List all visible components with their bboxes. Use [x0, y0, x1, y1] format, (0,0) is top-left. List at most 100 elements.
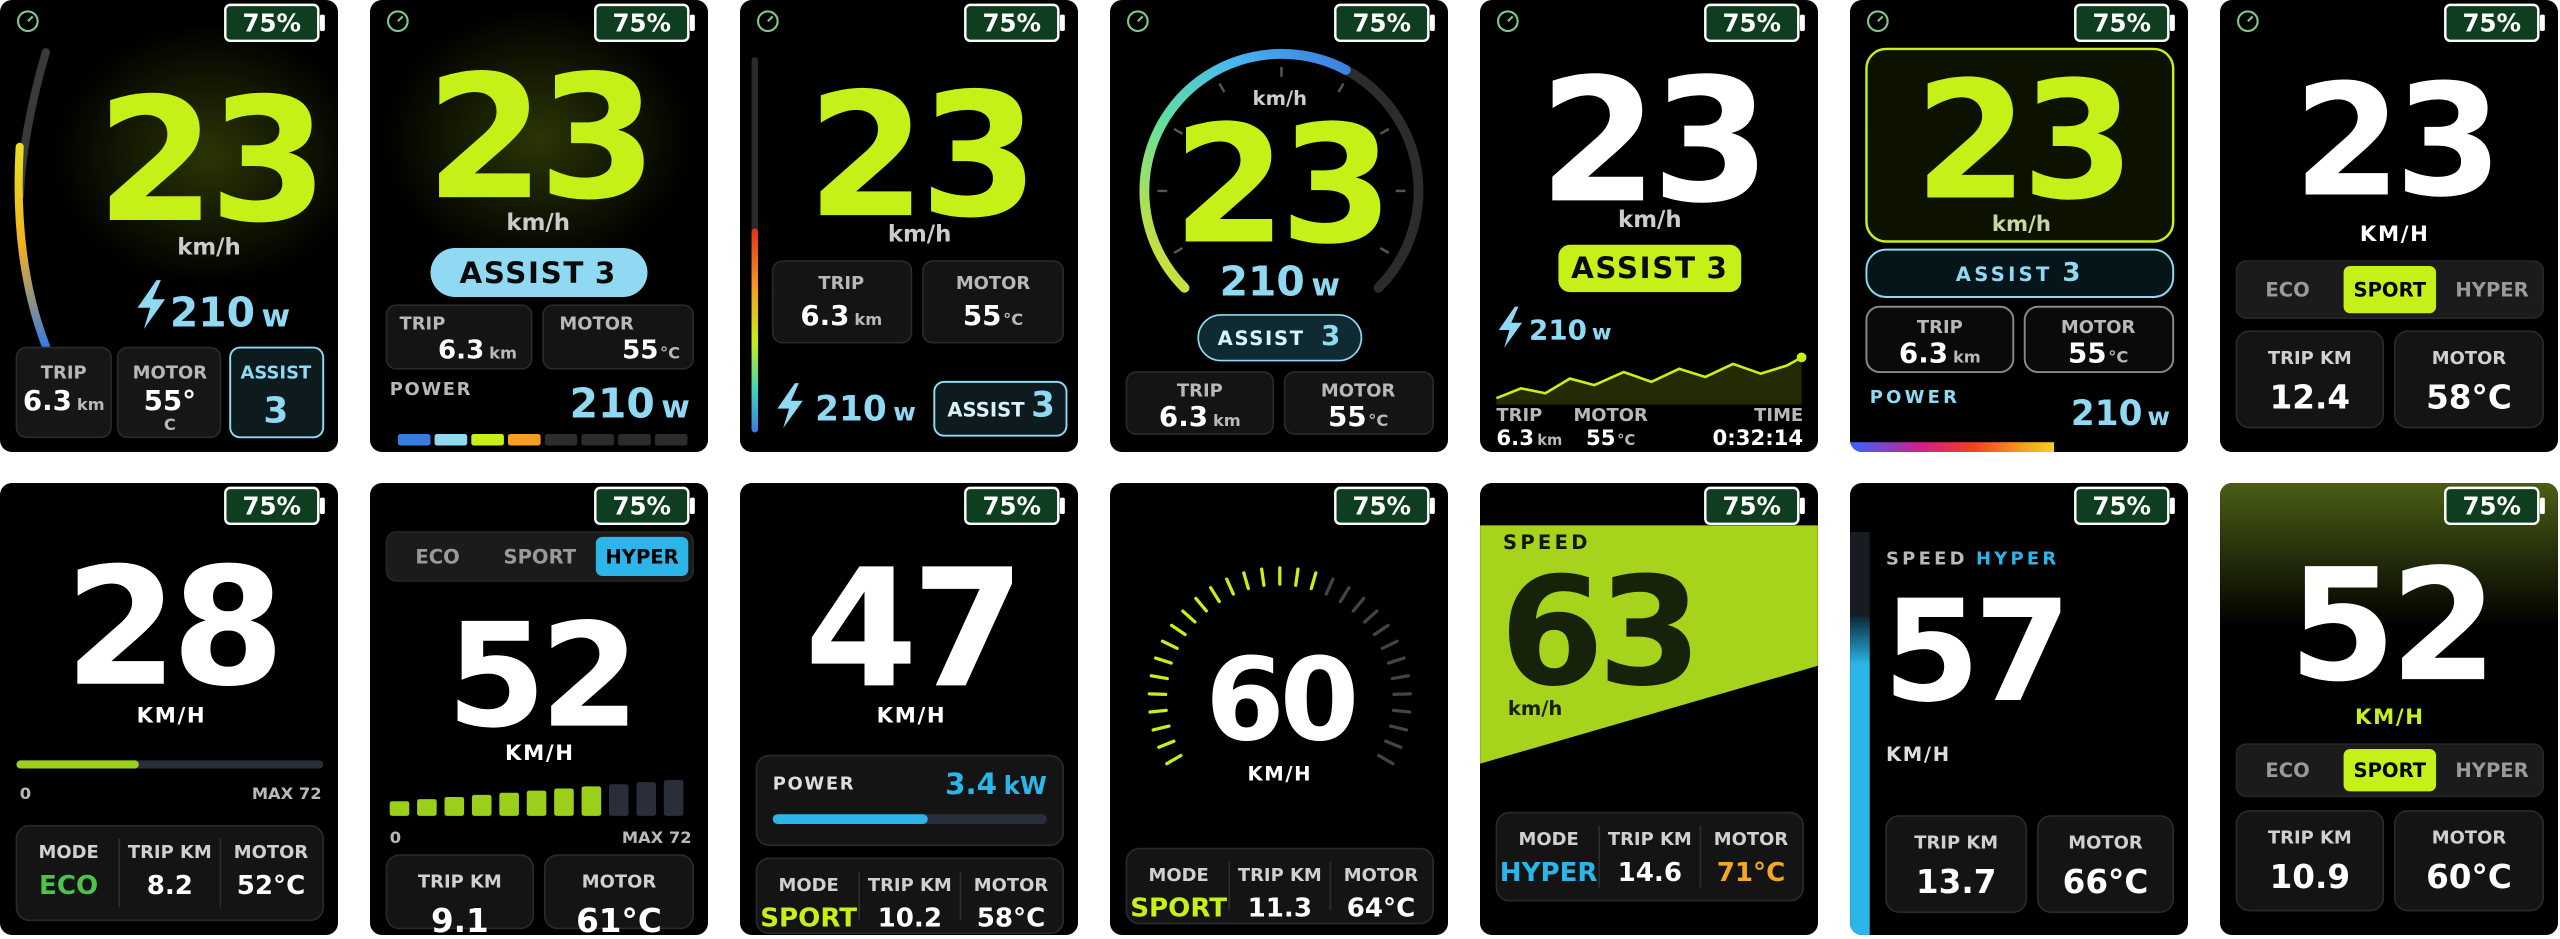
trip-unit: km: [77, 395, 105, 414]
label: MOTOR: [559, 314, 634, 335]
gauge-icon-needle: [2247, 15, 2254, 22]
label: 11.3: [1248, 894, 1312, 924]
mode-label: MODE: [1519, 829, 1579, 850]
battery-nub: [1059, 14, 1065, 32]
label: SPORT: [2353, 279, 2426, 302]
tile: [385, 854, 535, 930]
gauge-icon: [1867, 10, 1889, 33]
trip-label: TRIP: [818, 273, 864, 294]
battery: [594, 3, 690, 43]
trip: 8.2: [147, 871, 193, 901]
label: 0: [390, 828, 401, 847]
label: MOTOR: [1573, 405, 1648, 426]
label: km/h: [1508, 697, 1563, 720]
assist-label: ASSIST: [1956, 263, 2053, 286]
label: TIME: [1754, 405, 1803, 426]
battery: 75%: [243, 492, 302, 521]
motor-label: MOTOR: [1714, 829, 1789, 850]
motor-unit: °C: [1368, 411, 1388, 430]
label: MAX 72: [622, 828, 692, 847]
speed-unit: km/h: [1618, 207, 1682, 233]
trip-label: TRIP KM: [418, 872, 502, 893]
speed-unit: KM/H: [1247, 763, 1312, 786]
speed-frame: [1865, 47, 2175, 243]
range-max: MAX 72: [252, 784, 322, 803]
trip-label: TRIP KM: [128, 842, 212, 863]
label: SPEED HYPER: [1886, 549, 2059, 570]
trip-unit: km: [1953, 347, 1981, 366]
gauge-tick: [1151, 724, 1171, 732]
stats-bar: [755, 857, 1065, 935]
label: 210 w: [815, 389, 916, 429]
battery: [2444, 486, 2540, 526]
gauge-tick: [1384, 739, 1403, 749]
label: 66°C: [2063, 863, 2149, 901]
label: 60: [1205, 634, 1355, 767]
assist-level: 3: [595, 256, 617, 290]
battery-level: 75%: [2463, 492, 2522, 521]
power-unit: w: [2147, 402, 2170, 431]
label: km/h: [177, 235, 241, 261]
gauge-tick: [1390, 674, 1411, 681]
battery: 75%: [243, 9, 302, 38]
stats-bar: [15, 824, 325, 922]
stats-bar: [1125, 847, 1435, 925]
assist-label: ASSIST: [241, 363, 313, 384]
power: 210: [2071, 394, 2143, 434]
label: KM/H: [2355, 705, 2425, 730]
label: 52: [2288, 535, 2491, 716]
label: MOTOR: [1321, 380, 1396, 401]
speed-unit: KM/H: [137, 703, 207, 728]
speed-step: [471, 794, 492, 816]
gauge-icon-needle: [1507, 15, 1514, 22]
assist-level: 3: [2062, 258, 2083, 288]
label: 3.4 kW: [945, 767, 1047, 801]
label: ASSIST: [241, 363, 313, 384]
display-panel: ECO SPORT HYPER 52 KM/H 0 MAX 72 TRIP KM 9.1 MOTO…: [370, 483, 708, 935]
motor-label: MOTOR: [133, 363, 208, 384]
label: 9.1: [431, 902, 489, 935]
label: 60°C: [2426, 858, 2512, 896]
label: MOTOR: [2068, 832, 2143, 853]
power-unit: w: [261, 298, 290, 334]
battery-level: 75%: [2463, 9, 2522, 38]
label: MOTOR: [1344, 865, 1419, 886]
tile: [2393, 330, 2545, 429]
trip: 9.1: [431, 902, 489, 935]
speed-step: [444, 796, 465, 816]
label: TRIP: [818, 273, 864, 294]
modes-2: HYPER: [605, 545, 678, 568]
power-unit: w: [1311, 267, 1340, 303]
assist-level: 3: [1031, 386, 1055, 426]
speed: 60: [1205, 634, 1355, 767]
trip: 10.2: [878, 903, 942, 933]
label: MOTOR: [133, 363, 208, 384]
display-panel: 28 KM/H 0 MAX 72 MODE ECO TRIP KM 8.2 MOTOR 52°C 7…: [0, 483, 338, 935]
assist-pill: [1197, 314, 1363, 362]
label: 23: [1914, 47, 2128, 236]
label: KM/H: [2360, 222, 2430, 247]
label: SPORT: [1130, 894, 1227, 924]
label: km/h: [888, 222, 952, 248]
speed-unit: KM/H: [2355, 705, 2425, 730]
assist-label: ASSIST: [1218, 327, 1305, 350]
motor-label: MOTOR: [974, 875, 1049, 896]
assist-label: ASSIST: [1571, 251, 1697, 285]
motor-label: MOTOR: [956, 273, 1031, 294]
label: MOTOR: [582, 872, 657, 893]
gauge-tick: [1294, 567, 1300, 587]
gauge-tick: [1148, 708, 1168, 714]
battery-nub: [1799, 497, 1805, 515]
motor-unit: °C: [1617, 432, 1635, 449]
tile: [116, 346, 222, 439]
power-segment: [507, 434, 541, 446]
modes-2: HYPER: [2455, 759, 2528, 782]
label: TRIP: [41, 363, 87, 384]
trip-label: TRIP: [1177, 380, 1223, 401]
gauge-tick: [1165, 753, 1183, 766]
motor-label: MOTOR: [234, 842, 309, 863]
bolt-icon: [777, 383, 803, 429]
